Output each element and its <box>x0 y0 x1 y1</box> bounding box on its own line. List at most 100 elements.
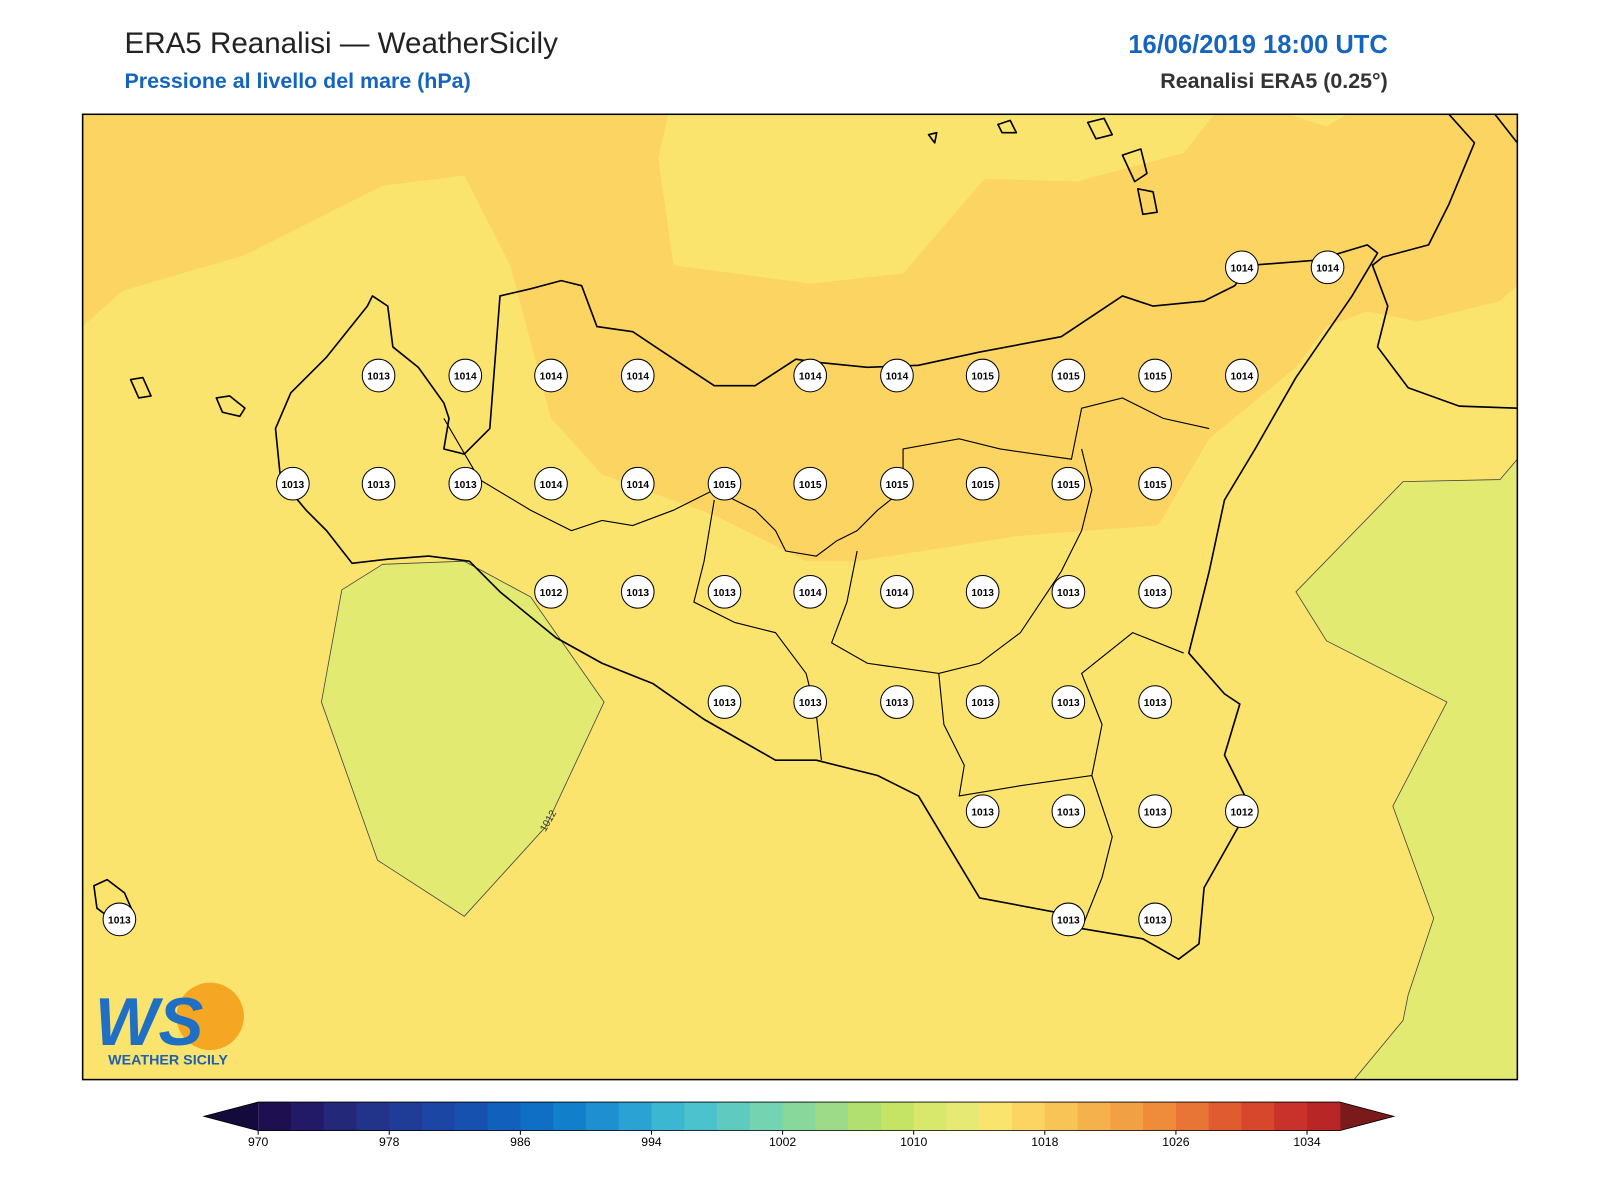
station-value: 1013 <box>971 588 994 599</box>
station-value: 1013 <box>454 480 477 491</box>
station-marker <box>793 358 828 393</box>
station-marker <box>448 358 483 393</box>
colorbar-tick-label: 994 <box>641 1135 662 1149</box>
colorbar-bin <box>356 1102 390 1131</box>
colorbar-bin <box>848 1102 882 1131</box>
station-value: 1015 <box>799 480 822 491</box>
station-value: 1013 <box>1144 698 1167 709</box>
station-value: 1014 <box>1231 372 1254 383</box>
coastline <box>1371 114 1518 409</box>
colorbar-bin <box>487 1102 521 1131</box>
province-border <box>443 397 1210 929</box>
station-marker <box>620 358 655 393</box>
station-value: 1014 <box>626 372 649 383</box>
station-marker <box>1138 902 1172 937</box>
station-value: 1015 <box>1144 480 1167 491</box>
colorbar-extend-high <box>1339 1102 1394 1131</box>
station-value: 1012 <box>1231 807 1254 818</box>
logo-mark: WS <box>95 985 204 1060</box>
station-layer: 1014 1014 1013 1014 1014 1014 1014 1014 1015 1015… <box>102 250 1345 937</box>
station-marker <box>1051 794 1086 829</box>
station-value: 1013 <box>1144 915 1167 926</box>
station-marker <box>1138 794 1172 829</box>
colorbar-bin <box>290 1102 325 1131</box>
colorbar-bin <box>979 1102 1013 1131</box>
colorbar-bin <box>1175 1102 1210 1131</box>
station-marker <box>965 575 1000 609</box>
source: Reanalisi ERA5 (0.25°) <box>1160 69 1387 93</box>
station-value: 1013 <box>713 588 736 599</box>
station-marker <box>1310 250 1345 285</box>
station-marker <box>707 575 742 609</box>
station-marker <box>448 466 483 501</box>
colorbar-tick-label: 1026 <box>1162 1135 1189 1149</box>
station-value: 1015 <box>1057 480 1080 491</box>
station-marker <box>361 358 396 393</box>
colorbar-bin <box>749 1102 784 1131</box>
station-value: 1013 <box>367 480 390 491</box>
station-marker <box>534 358 568 393</box>
station-marker <box>1138 466 1172 501</box>
station-value: 1014 <box>1231 263 1254 274</box>
station-value: 1014 <box>799 588 822 599</box>
station-value: 1013 <box>971 807 994 818</box>
pressure-field <box>321 560 605 917</box>
station-marker <box>793 575 828 609</box>
logo-text: WEATHER SICILY <box>108 1052 228 1068</box>
station-value: 1014 <box>626 480 649 491</box>
colorbar-bin <box>1012 1102 1046 1131</box>
station-marker <box>1138 575 1172 609</box>
logo-sun <box>176 982 244 1050</box>
station-marker <box>1051 575 1086 609</box>
station-value: 1014 <box>540 372 563 383</box>
colorbar-bin <box>1241 1102 1275 1131</box>
colorbar-bin <box>1110 1102 1144 1131</box>
station-value: 1014 <box>1316 263 1339 274</box>
station-value: 1013 <box>367 372 390 383</box>
colorbar-bin <box>520 1102 554 1131</box>
map-frame <box>81 113 1519 1081</box>
colorbar: 970 978 986 994 1002 1010 1018 1026 1034 <box>202 1101 1396 1149</box>
station-marker <box>965 794 1000 829</box>
station-value: 1012 <box>540 588 563 599</box>
station-marker <box>1225 794 1259 829</box>
colorbar-tick-label: 1018 <box>1031 1135 1058 1149</box>
colorbar-bin <box>782 1102 816 1131</box>
station-marker <box>534 466 568 501</box>
station-value: 1014 <box>540 480 563 491</box>
station-value: 1013 <box>626 588 649 599</box>
colorbar-bin <box>1274 1102 1308 1131</box>
station-marker <box>1225 250 1259 285</box>
station-marker <box>965 358 1000 393</box>
station-marker <box>534 575 568 609</box>
colorbar-tick-label: 978 <box>379 1135 400 1149</box>
colorbar-bin <box>1077 1102 1111 1131</box>
station-marker <box>1138 685 1172 719</box>
station-value: 1015 <box>713 480 736 491</box>
station-marker <box>361 466 396 501</box>
station-marker <box>880 685 914 719</box>
colorbar-bin <box>946 1102 980 1131</box>
station-marker <box>707 685 742 719</box>
station-value: 1013 <box>971 698 994 709</box>
station-marker <box>793 466 828 501</box>
colorbar-bin <box>553 1102 587 1131</box>
station-marker <box>620 466 655 501</box>
station-marker <box>1051 902 1086 937</box>
colorbar-bin <box>585 1102 620 1131</box>
station-marker <box>707 466 742 501</box>
station-marker <box>102 902 137 937</box>
subtitle: Pressione al livello del mare (hPa) <box>124 69 470 93</box>
station-marker <box>965 685 1000 719</box>
station-marker <box>880 358 914 393</box>
station-value: 1015 <box>971 372 994 383</box>
station-value: 1014 <box>886 588 909 599</box>
station-value: 1013 <box>108 915 131 926</box>
colorbar-extend-low <box>204 1102 259 1131</box>
station-value: 1013 <box>1057 915 1080 926</box>
station-value: 1015 <box>971 480 994 491</box>
colorbar-bin <box>454 1102 489 1131</box>
